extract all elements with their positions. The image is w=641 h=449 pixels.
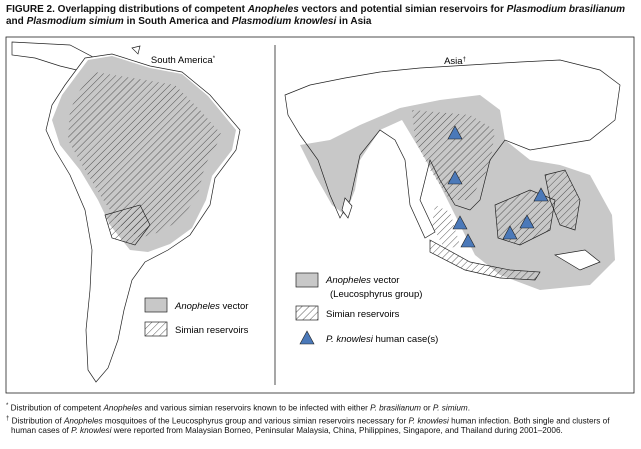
footnote-mark: † [6, 415, 10, 422]
footnote-text: P. brasilianum [370, 403, 421, 413]
legend-text: Anopheles [174, 301, 220, 312]
figure-title: FIGURE 2. Overlapping distributions of c… [6, 4, 631, 28]
title-text: FIGURE 2. Overlapping distributions of c… [6, 4, 248, 15]
title-text: and [6, 16, 27, 27]
footnote-text: P. simium [432, 403, 468, 413]
footnote-text: or [421, 403, 433, 413]
title-text: in South America and [123, 16, 232, 27]
case-marker [519, 214, 535, 229]
legend-text: vector [220, 301, 249, 312]
legend-case-symbol [299, 330, 315, 345]
legend-cases: P. knowlesi human case(s) [326, 334, 438, 345]
legend-reservoir: Simian reservoirs [326, 309, 400, 320]
case-marker [533, 187, 549, 202]
legend-vector-swatch [144, 297, 168, 313]
legend-reservoir-swatch [144, 321, 168, 337]
legend-text: vector [371, 275, 400, 286]
legend-vector: Anopheles vector [174, 301, 248, 312]
region-label: South America* [151, 55, 216, 66]
legend-reservoir: Simian reservoirs [175, 325, 249, 336]
south-america-map [11, 41, 241, 383]
title-text: Plasmodium simium [26, 16, 124, 27]
title-text: Plasmodium knowlesi [231, 16, 337, 27]
case-marker [460, 233, 476, 248]
title-text: in Asia [336, 16, 372, 27]
region-name: South America [151, 55, 213, 66]
footnote-text: P. knowlesi [408, 416, 449, 426]
legend-vector-swatch [295, 272, 319, 288]
footnote-mark: * [213, 56, 216, 62]
footnote: † Distribution of Anopheles mosquitoes o… [6, 414, 634, 437]
frame [5, 36, 635, 394]
footnote-text: human infection. Both single and cluster… [11, 416, 610, 436]
footnote-text: Anopheles [103, 403, 143, 413]
legend-vector: Anopheles vector [325, 275, 399, 286]
case-marker [447, 125, 463, 140]
title-text: vectors and potential simian reservoirs … [298, 4, 507, 15]
footnote-text: . [467, 403, 471, 413]
footnote-text: were reported from Malaysian Borneo, Pen… [111, 426, 563, 436]
footnote-mark: * [6, 403, 9, 409]
title-text: Anopheles [247, 4, 299, 15]
footnotes: * Distribution of competent Anopheles an… [6, 401, 634, 436]
case-marker [452, 215, 468, 230]
footnote-mark: † [463, 57, 466, 63]
case-marker [447, 170, 463, 185]
footnote-text: mosquitoes of the Leucosphyrus group and… [102, 416, 409, 426]
legend-text: human case(s) [373, 334, 438, 345]
legend-text: P. knowlesi [326, 334, 374, 345]
region-name: Asia [444, 56, 463, 67]
title-text: Plasmodium brasilianum [506, 4, 626, 15]
footnote: * Distribution of competent Anopheles an… [6, 401, 634, 414]
legend-reservoir-swatch [295, 305, 319, 321]
footnote-text: Distribution of [9, 416, 64, 426]
case-markers [447, 125, 549, 248]
asia-map [284, 59, 621, 290]
legend-vector-group: (Leucosphyrus group) [330, 289, 422, 300]
footnote-text: P. knowlesi [71, 426, 112, 436]
legend-text: Anopheles [325, 275, 371, 286]
footnote-text: Distribution of competent [8, 403, 104, 413]
region-label: Asia† [444, 56, 466, 67]
footnote-text: and various simian reservoirs known to b… [142, 403, 371, 413]
footnote-text: Anopheles [63, 416, 103, 426]
case-marker [502, 225, 518, 240]
